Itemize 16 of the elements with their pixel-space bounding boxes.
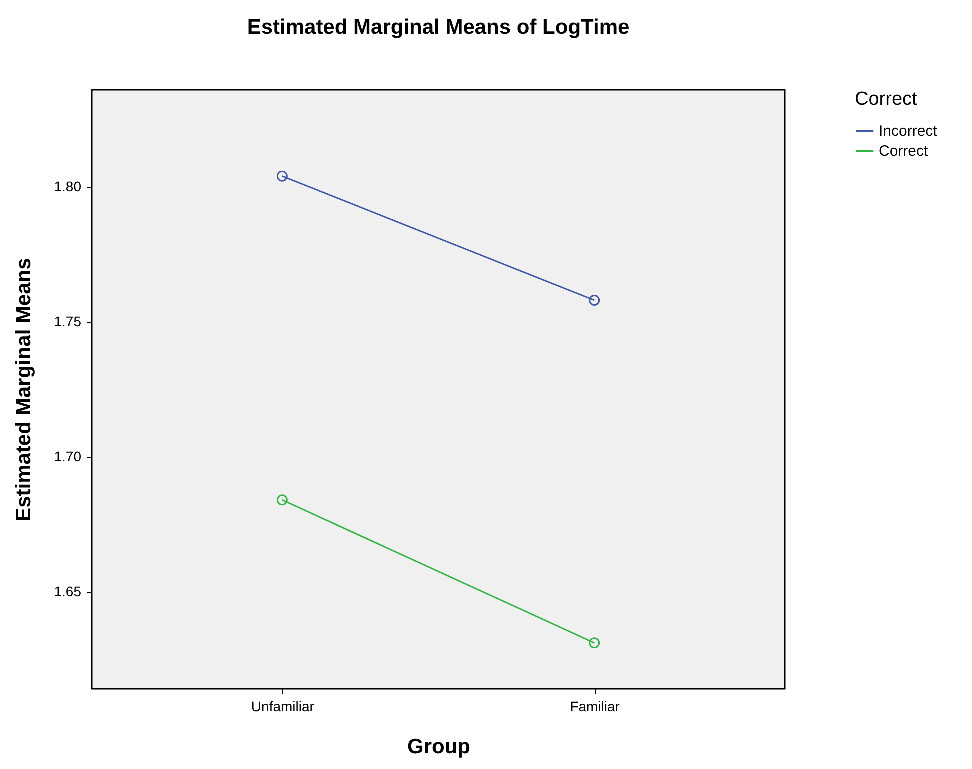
x-tick-label: Familiar xyxy=(570,698,620,714)
chart-title: Estimated Marginal Means of LogTime xyxy=(247,16,630,39)
x-tick-label: Unfamiliar xyxy=(251,698,315,714)
y-tick-label: 1.75 xyxy=(54,314,82,330)
point xyxy=(589,638,600,649)
y-tick-label: 1.80 xyxy=(54,178,82,195)
point xyxy=(276,170,288,182)
point xyxy=(276,494,288,506)
legend-label: Correct xyxy=(879,143,930,160)
legend-title: Correct xyxy=(855,89,918,110)
y-axis-title: Estimated Marginal Means xyxy=(12,258,36,522)
legend-label: Incorrect xyxy=(879,123,938,140)
point xyxy=(589,294,600,306)
y-tick-label: 1.70 xyxy=(54,448,82,464)
x-axis-title: Group xyxy=(408,736,470,758)
y-tick-label: 1.65 xyxy=(54,583,82,600)
